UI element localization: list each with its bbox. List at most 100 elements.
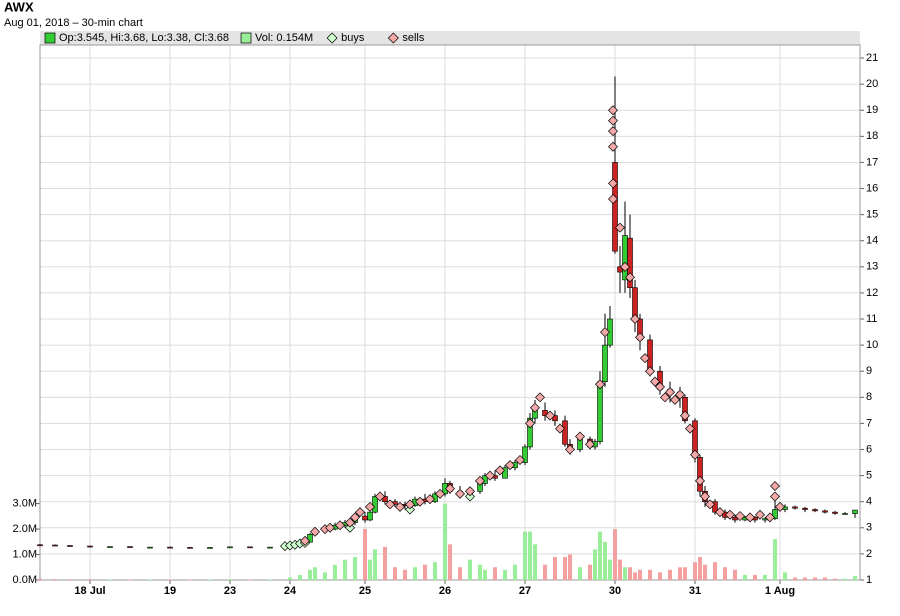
candle-body xyxy=(712,501,718,513)
volume-bar xyxy=(448,544,452,580)
candle-body xyxy=(542,410,548,416)
volume-bar xyxy=(313,567,317,580)
volume-bar xyxy=(588,564,592,580)
y-tick-label: 7 xyxy=(866,417,872,429)
y-tick-label: 12 xyxy=(866,287,878,299)
candle-body xyxy=(147,546,153,549)
volume-bar xyxy=(308,569,312,580)
trade-marker xyxy=(365,501,375,512)
trade-marker xyxy=(335,520,345,531)
volume-bar xyxy=(53,578,57,580)
trade-marker xyxy=(685,423,695,434)
candle-body xyxy=(37,544,43,547)
x-tick-label: 24 xyxy=(284,585,297,597)
candle-body xyxy=(127,546,133,548)
candle-body xyxy=(382,496,388,503)
trade-marker xyxy=(525,418,535,429)
candle-body xyxy=(842,513,848,515)
candle-body xyxy=(802,507,808,510)
y-tick-label: 1 xyxy=(866,574,872,586)
volume-bar xyxy=(533,544,537,580)
volume-bar xyxy=(618,559,622,580)
volume-bar xyxy=(743,574,747,580)
volume-bar xyxy=(608,559,612,580)
volume-bar xyxy=(208,579,212,580)
trade-marker xyxy=(565,444,575,455)
y2-tick-label: 1.0M xyxy=(13,548,37,560)
volume-bar xyxy=(333,564,337,580)
trade-marker xyxy=(530,402,540,413)
legend-label: sells xyxy=(402,32,425,44)
volume-bar xyxy=(478,564,482,580)
trade-marker xyxy=(300,535,310,546)
trade-marker xyxy=(770,491,780,502)
candle-body xyxy=(732,517,738,521)
trade-marker xyxy=(765,512,775,523)
trade-marker xyxy=(660,392,670,403)
y-tick-label: 19 xyxy=(866,104,878,116)
volume-bar xyxy=(108,579,112,580)
trade-marker xyxy=(635,332,645,343)
trade-marker xyxy=(640,353,650,364)
volume-bar xyxy=(613,529,617,580)
volume-bar xyxy=(363,529,367,580)
volume-bar xyxy=(648,569,652,580)
volume-bar xyxy=(373,549,377,580)
candle-body xyxy=(107,546,113,548)
volume-bar xyxy=(528,531,532,580)
candle-body xyxy=(832,511,838,514)
volume-bar xyxy=(443,503,447,580)
volume-bar xyxy=(603,541,607,580)
volume-bar xyxy=(843,578,847,580)
candle-body xyxy=(527,417,533,448)
x-tick-label: 19 xyxy=(164,585,176,597)
volume-bar xyxy=(403,569,407,580)
trade-marker xyxy=(545,410,555,421)
candle-body xyxy=(367,511,373,521)
x-tick-label: 25 xyxy=(359,585,371,597)
y-tick-label: 11 xyxy=(866,313,877,325)
y-tick-label: 18 xyxy=(866,130,878,142)
volume-bar xyxy=(458,567,462,580)
volume-bar xyxy=(543,564,547,580)
trade-marker xyxy=(555,423,565,434)
volume-bar xyxy=(513,564,517,580)
trade-marker xyxy=(608,126,618,137)
candle-body xyxy=(187,547,193,549)
y-tick-label: 6 xyxy=(866,443,872,455)
volume-bar xyxy=(593,549,597,580)
trade-marker xyxy=(445,483,455,494)
trade-marker xyxy=(690,449,700,460)
volume-bar xyxy=(38,578,42,580)
volume-bar xyxy=(853,576,857,580)
trade-marker xyxy=(415,496,425,507)
trade-marker xyxy=(615,222,625,233)
candle-body xyxy=(822,510,828,513)
volume-bar xyxy=(763,574,767,580)
candle-body xyxy=(52,544,58,547)
candle-body xyxy=(562,420,568,445)
candle-body xyxy=(812,509,818,512)
candle-body xyxy=(227,546,233,549)
trade-marker xyxy=(355,507,365,518)
volume-bar xyxy=(68,579,72,580)
volume-bar xyxy=(128,579,132,580)
volume-bar xyxy=(813,577,817,580)
y-tick-label: 14 xyxy=(866,235,878,247)
trade-marker xyxy=(455,488,465,499)
x-tick-label: 1 Aug xyxy=(765,585,795,597)
trade-marker xyxy=(515,454,525,465)
legend-label: Op:3.545, Hi:3.68, Lo:3.38, Cl:3.68 xyxy=(59,32,229,44)
trade-marker xyxy=(755,509,765,520)
candle-body xyxy=(602,344,608,382)
trade-marker xyxy=(625,272,635,283)
candle-body xyxy=(597,381,603,442)
y-tick-label: 4 xyxy=(866,496,872,508)
volume-bar xyxy=(803,577,807,580)
y-tick-label: 20 xyxy=(866,78,878,90)
volume-bar xyxy=(493,567,497,580)
volume-bar xyxy=(698,557,702,580)
legend-label: buys xyxy=(341,32,365,44)
trade-marker xyxy=(715,507,725,518)
